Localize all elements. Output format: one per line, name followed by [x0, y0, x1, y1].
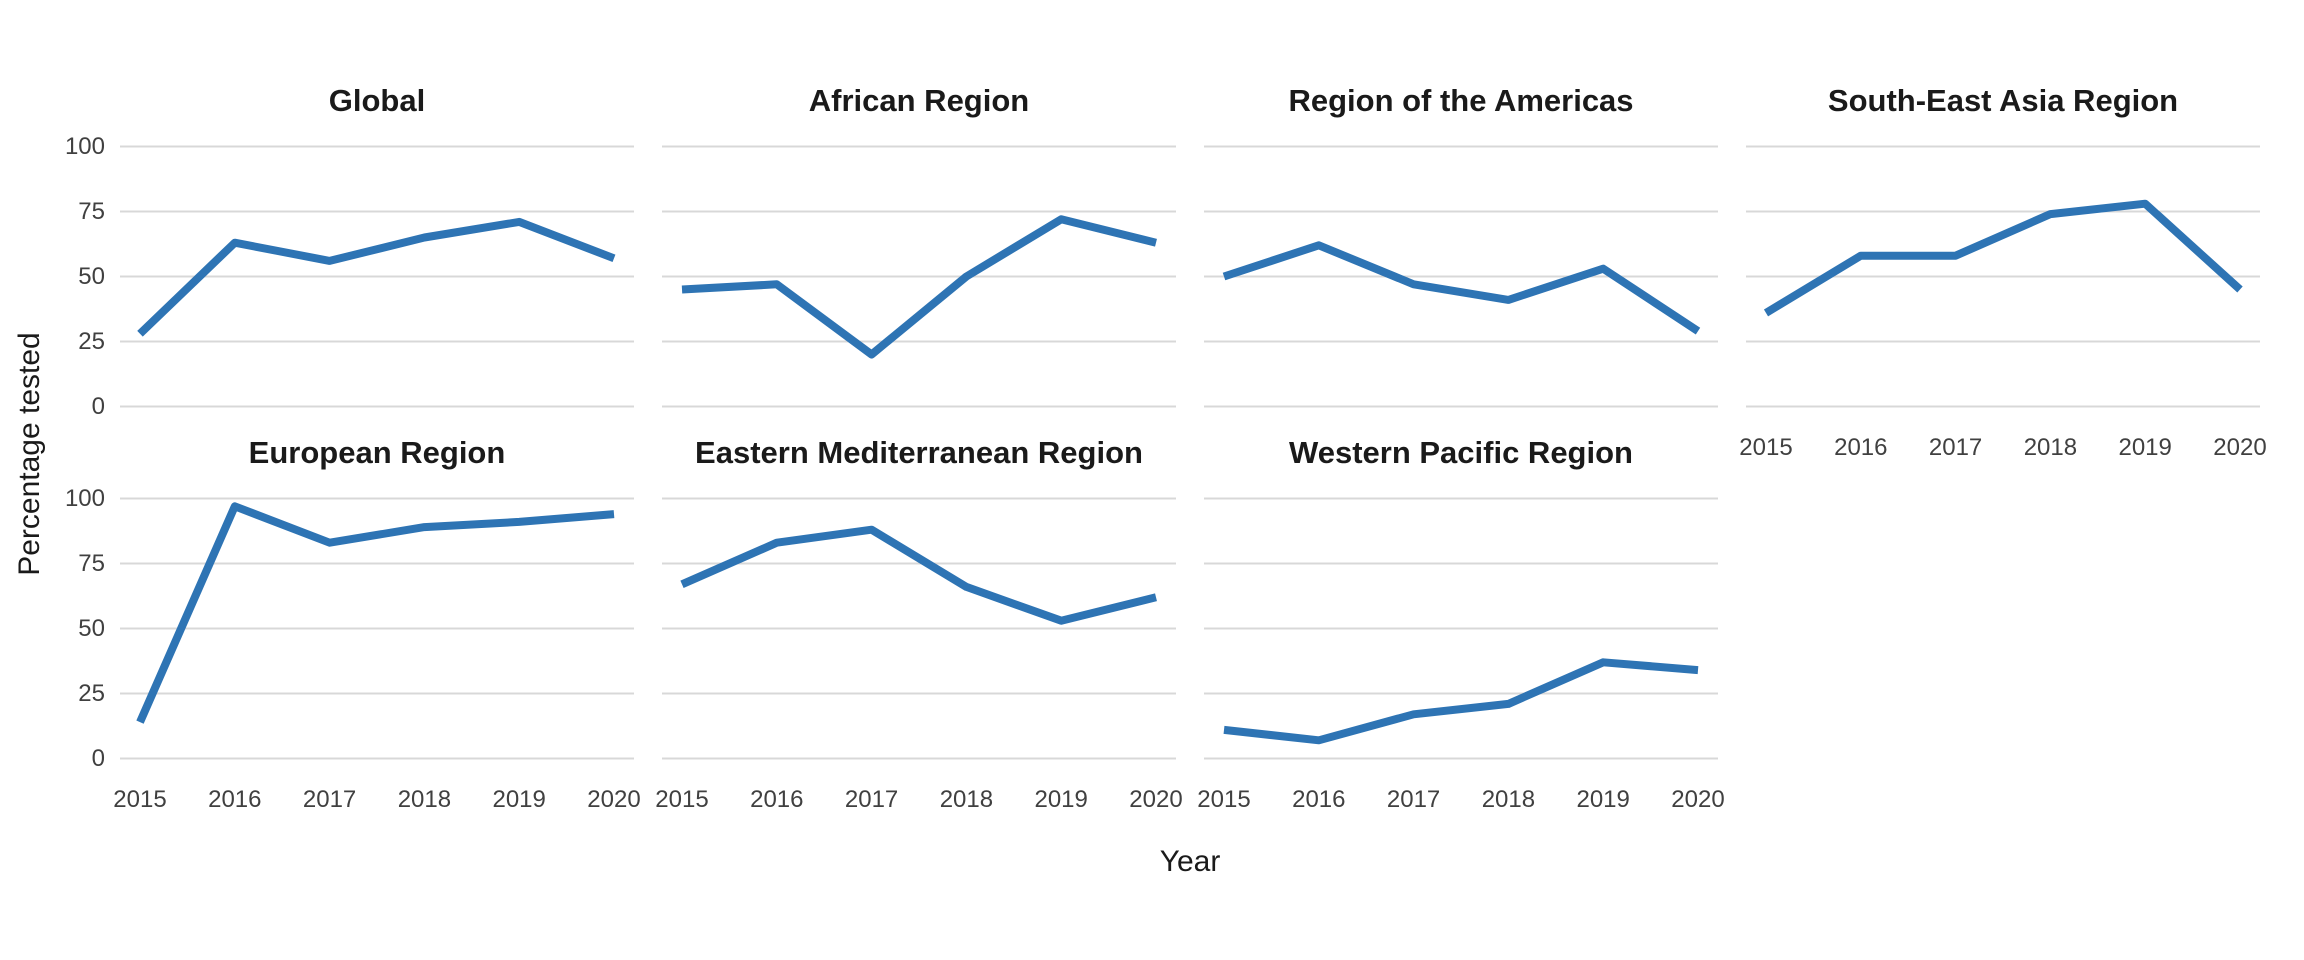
- panel-title: Region of the Americas: [1288, 83, 1634, 118]
- y-tick-label: 50: [78, 262, 105, 290]
- trend-line: [1222, 241, 1701, 335]
- panel-plot-area: [120, 497, 634, 760]
- x-tick-label: 2015: [1739, 434, 1793, 461]
- panel-plot-area: [1204, 145, 1718, 408]
- x-tick-label: 2015: [655, 786, 709, 813]
- y-tick-label: 0: [91, 392, 105, 420]
- x-tick-label: 2020: [1671, 786, 1725, 813]
- panel-title: Western Pacific Region: [1289, 435, 1633, 470]
- x-tick-label: 2016: [1292, 786, 1346, 813]
- panel-title: Eastern Mediterranean Region: [695, 435, 1143, 470]
- trend-line: [681, 215, 1157, 359]
- y-tick-label: 100: [64, 484, 105, 512]
- x-tick-label: 2017: [844, 786, 899, 813]
- x-tick-label: 2016: [750, 786, 804, 813]
- x-tick-label: 2015: [1197, 786, 1251, 813]
- panel-title: African Region: [808, 83, 1030, 118]
- panel-title: Global: [328, 83, 426, 118]
- panel-plot-area: [1204, 497, 1718, 760]
- panel-plot-area: [1746, 145, 2260, 408]
- x-tick-label: 2017: [1928, 434, 1983, 461]
- x-tick-label: 2018: [1481, 786, 1536, 813]
- y-tick-label: 25: [78, 679, 105, 707]
- trend-line: [136, 502, 615, 724]
- panel-plot-area: [662, 497, 1176, 760]
- x-tick-label: 2017: [1386, 786, 1441, 813]
- trend-line: [137, 217, 616, 337]
- x-tick-label: 2020: [587, 786, 641, 813]
- x-tick-label: 2017: [302, 786, 357, 813]
- panel-title: South-East Asia Region: [1827, 83, 2179, 118]
- trend-line: [680, 525, 1157, 625]
- x-tick-label: 2015: [113, 786, 167, 813]
- y-tick-label: 75: [78, 197, 105, 225]
- y-tick-label: 0: [91, 744, 105, 772]
- x-tick-label: 2016: [208, 786, 262, 813]
- x-tick-label: 2018: [2023, 434, 2078, 461]
- y-tick-label: 75: [78, 549, 105, 577]
- y-tick-label: 50: [78, 614, 105, 642]
- x-tick-label: 2018: [939, 786, 994, 813]
- y-axis-title: Percentage tested: [13, 332, 46, 576]
- trend-line: [1763, 199, 2243, 317]
- x-tick-label: 2020: [2213, 434, 2267, 461]
- x-axis-title: Year: [1159, 845, 1221, 878]
- panel-plot-area: [662, 145, 1176, 408]
- panel-plot-area: [120, 145, 634, 408]
- trend-line: [1223, 658, 1699, 745]
- x-tick-label: 2016: [1834, 434, 1888, 461]
- x-tick-label: 2020: [1129, 786, 1183, 813]
- x-tick-label: 2019: [2118, 434, 2172, 461]
- x-tick-label: 2019: [1034, 786, 1088, 813]
- y-tick-label: 100: [64, 132, 105, 160]
- panel-title: European Region: [248, 435, 506, 470]
- x-tick-label: 2018: [397, 786, 452, 813]
- x-tick-label: 2019: [492, 786, 546, 813]
- y-tick-label: 25: [78, 327, 105, 355]
- x-tick-label: 2019: [1576, 786, 1630, 813]
